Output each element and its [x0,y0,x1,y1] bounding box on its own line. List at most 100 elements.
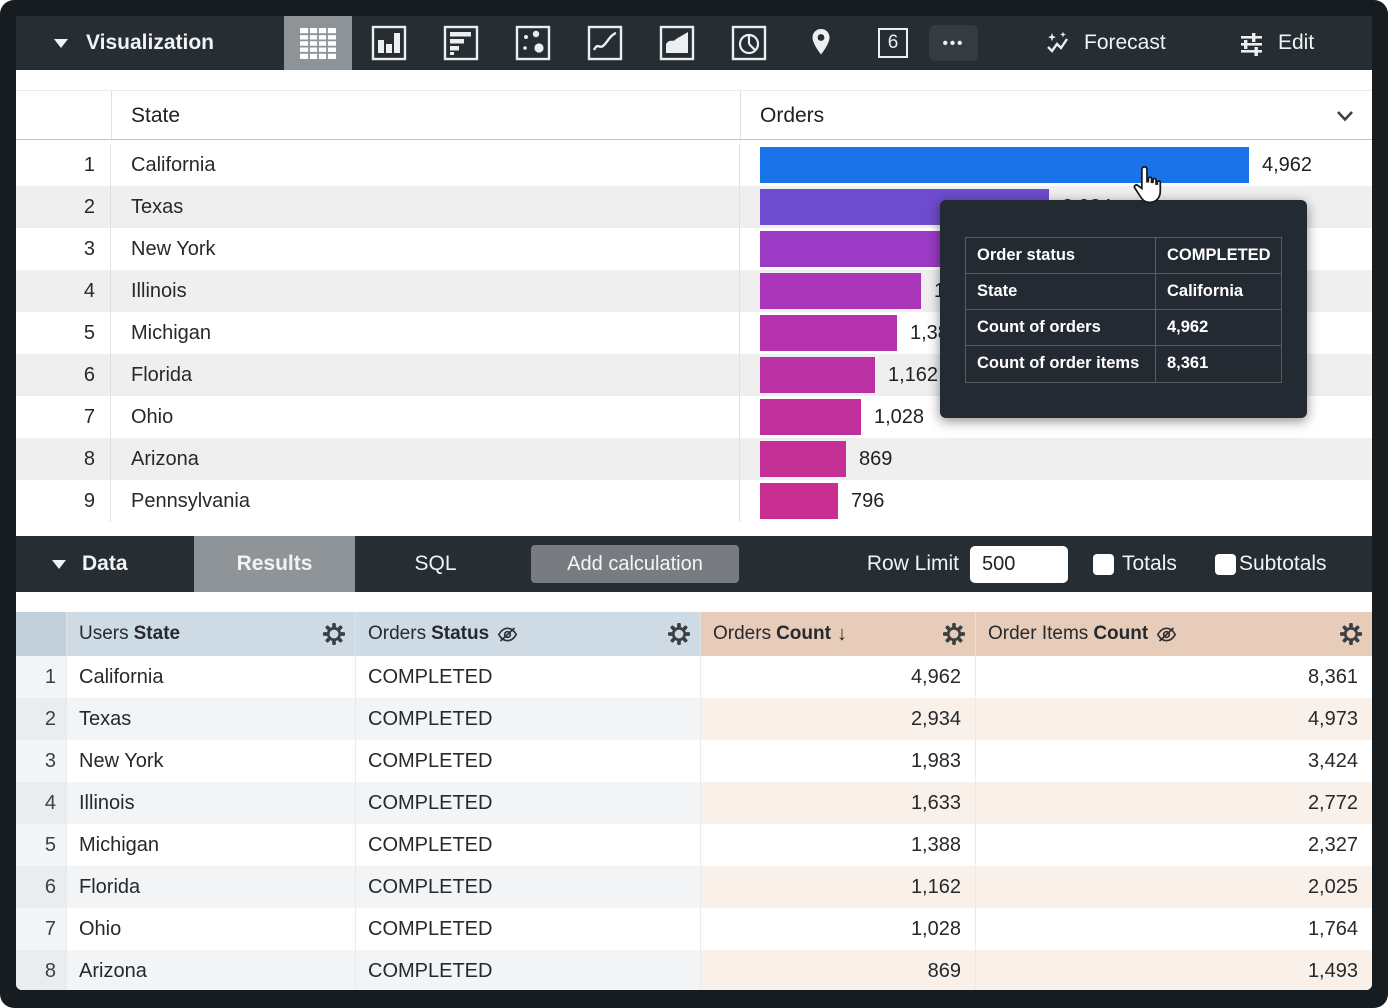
order-items-count-cell[interactable]: 2,025 [975,866,1372,908]
orders-bar[interactable] [760,483,838,519]
order-items-count-cell[interactable]: 2,327 [975,824,1372,866]
tooltip-label: State [966,274,1156,309]
bar-value-label: 1,028 [874,406,925,428]
row-index: 8 [16,438,111,480]
orders-status-cell[interactable]: COMPLETED [355,824,700,866]
viz-orders-column-header[interactable]: Orders [760,104,825,127]
orders-bar[interactable] [760,273,921,309]
totals-label: Totals [1122,552,1177,575]
users-state-cell[interactable]: California [66,656,355,698]
table-row: 3 New York COMPLETED 1,983 3,424 [16,740,1372,782]
edit-button[interactable]: Edit [1238,16,1314,70]
column-header-order-items-count[interactable]: Order Items Count [975,612,1372,656]
users-state-cell[interactable]: Arizona [66,950,355,990]
orders-count-cell[interactable]: 4,962 [700,656,975,698]
orders-bar[interactable] [760,357,875,393]
users-state-cell[interactable]: Texas [66,698,355,740]
orders-status-cell[interactable]: COMPLETED [355,698,700,740]
state-cell: Pennsylvania [112,480,740,522]
orders-count-cell[interactable]: 1,983 [700,740,975,782]
users-state-cell[interactable]: Ohio [66,908,355,950]
data-collapse-caret-icon[interactable] [52,560,66,569]
orders-bar[interactable] [760,315,897,351]
row-index: 2 [16,186,111,228]
viz-state-column-header[interactable]: State [131,104,181,127]
orders-count-cell[interactable]: 1,028 [700,908,975,950]
state-cell: Michigan [112,312,740,354]
gear-icon[interactable] [668,623,690,645]
orders-count-cell[interactable]: 2,934 [700,698,975,740]
totals-checkbox[interactable] [1093,554,1114,575]
orders-count-cell[interactable]: 1,633 [700,782,975,824]
viz-type-map-button[interactable] [799,23,843,63]
tooltip-value: California [1167,282,1244,300]
viz-type-bar-button[interactable] [439,23,483,63]
orders-count-cell[interactable]: 1,388 [700,824,975,866]
add-calculation-button[interactable]: Add calculation [531,545,739,583]
gear-icon[interactable] [323,623,345,645]
row-index: 6 [16,354,111,396]
orders-status-cell[interactable]: COMPLETED [355,908,700,950]
orders-status-cell[interactable]: COMPLETED [355,950,700,990]
viz-type-area-button[interactable] [655,23,699,63]
viz-type-column-button[interactable] [367,23,411,63]
users-state-cell[interactable]: Michigan [66,824,355,866]
data-table-header: Users State Orders Status Orders Count ↓ [16,612,1372,656]
viz-type-table-button[interactable] [284,16,352,70]
orders-count-cell[interactable]: 1,162 [700,866,975,908]
gear-icon[interactable] [943,623,965,645]
tooltip-label: Count of order items [966,346,1156,382]
data-panel-title[interactable]: Data [82,552,128,575]
gear-icon[interactable] [1340,623,1362,645]
orders-bar[interactable] [760,231,955,267]
chevron-down-icon[interactable] [1334,106,1356,126]
viz-type-single-value-button[interactable]: 6 [871,23,915,63]
row-limit-input[interactable] [970,546,1068,583]
orders-status-cell[interactable]: COMPLETED [355,656,700,698]
table-row: 2 Texas COMPLETED 2,934 4,973 [16,698,1372,740]
viz-type-pie-button[interactable] [727,23,771,63]
column-header-orders-status[interactable]: Orders Status [355,612,700,656]
table-row: 7 Ohio COMPLETED 1,028 1,764 [16,908,1372,950]
visualization-panel-title[interactable]: Visualization [86,31,214,54]
order-items-count-cell[interactable]: 4,973 [975,698,1372,740]
forecast-button[interactable]: Forecast [1043,16,1166,70]
order-items-count-cell[interactable]: 2,772 [975,782,1372,824]
data-toolbar: Data Results SQL Add calculation Row Lim… [16,536,1372,592]
order-items-count-cell[interactable]: 1,764 [975,908,1372,950]
state-cell: Ohio [112,396,740,438]
users-state-cell[interactable]: New York [66,740,355,782]
forecast-label: Forecast [1084,31,1166,54]
order-items-count-cell[interactable]: 3,424 [975,740,1372,782]
viz-type-line-button[interactable] [583,23,627,63]
users-state-cell[interactable]: Illinois [66,782,355,824]
order-items-count-cell[interactable]: 1,493 [975,950,1372,990]
collapse-caret-icon[interactable] [54,39,68,48]
row-index: 9 [16,480,111,522]
row-index: 1 [16,144,111,186]
bar-value-label: 796 [851,490,885,512]
column-header-users-state[interactable]: Users State [66,612,355,656]
tab-results[interactable]: Results [194,536,355,592]
tab-sql[interactable]: SQL [414,552,457,575]
users-state-cell[interactable]: Florida [66,866,355,908]
more-viz-types-button[interactable]: ••• [929,25,978,61]
orders-status-cell[interactable]: COMPLETED [355,782,700,824]
state-cell: New York [112,228,740,270]
viz-row: 1 California 4,962 [16,144,1372,186]
orders-bar[interactable] [760,399,861,435]
row-number-cell: 3 [16,740,66,782]
subtotals-checkbox[interactable] [1215,554,1236,575]
orders-bar[interactable] [760,441,846,477]
column-header-orders-count[interactable]: Orders Count ↓ [700,612,975,656]
orders-count-cell[interactable]: 869 [700,950,975,990]
order-items-count-cell[interactable]: 8,361 [975,656,1372,698]
table-row: 4 Illinois COMPLETED 1,633 2,772 [16,782,1372,824]
orders-status-cell[interactable]: COMPLETED [355,740,700,782]
sort-desc-icon[interactable]: ↓ [836,622,847,645]
orders-status-cell[interactable]: COMPLETED [355,866,700,908]
viz-type-scatter-button[interactable] [511,23,555,63]
orders-bar[interactable] [760,147,1249,183]
bar-value-label: 869 [859,448,893,470]
viz-table-header: State Orders [16,90,1372,141]
